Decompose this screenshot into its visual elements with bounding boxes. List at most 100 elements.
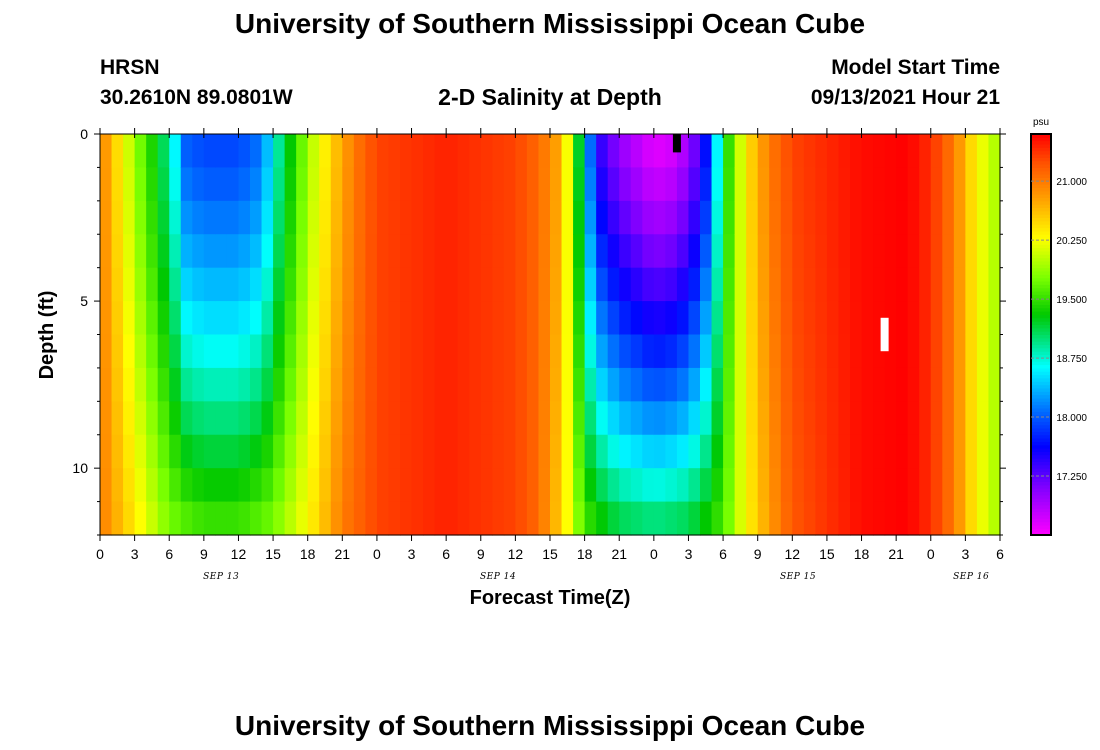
heatmap-cell: [896, 401, 909, 436]
heatmap-cell: [446, 267, 459, 302]
heatmap-cell: [273, 334, 286, 369]
heatmap-cell: [365, 501, 378, 536]
heatmap-cell: [434, 434, 447, 469]
model-start-label: Model Start Time: [831, 56, 1000, 79]
heatmap-cell: [353, 301, 366, 336]
heatmap-cell: [123, 234, 136, 269]
heatmap-cell: [400, 200, 413, 235]
heatmap-cell: [434, 401, 447, 436]
heatmap-cell: [538, 501, 551, 536]
colorbar-segment: [1031, 257, 1051, 262]
heatmap-cell: [376, 234, 390, 269]
heatmap-cell: [850, 501, 863, 536]
colorbar-segment: [1031, 374, 1051, 379]
colorbar-segment: [1031, 367, 1051, 372]
heatmap-cell: [896, 267, 909, 302]
colorbar-segment: [1031, 421, 1051, 426]
colorbar-segment: [1031, 170, 1051, 175]
heatmap-cell: [353, 200, 366, 235]
colorbar-segment: [1031, 347, 1051, 352]
heatmap-cell: [780, 468, 793, 503]
heatmap-cell: [838, 468, 851, 503]
heatmap-cell: [307, 367, 320, 402]
heatmap-cell: [780, 234, 793, 269]
heatmap-cell: [965, 134, 978, 169]
heatmap-cell: [665, 200, 678, 235]
heatmap-cell: [665, 334, 678, 369]
heatmap-cell: [930, 301, 943, 336]
heatmap-cell: [134, 267, 147, 302]
heatmap-cell: [746, 134, 759, 169]
heatmap-cell: [930, 468, 943, 503]
heatmap-cell: [469, 401, 482, 436]
heatmap-cell: [365, 267, 378, 302]
heatmap-cell: [100, 167, 113, 202]
x-axis-label: Forecast Time(Z): [470, 587, 631, 609]
colorbar-segment: [1031, 351, 1051, 356]
heatmap-cell: [896, 468, 909, 503]
heatmap-cell: [607, 267, 620, 302]
heatmap-cell: [723, 334, 736, 369]
heatmap-cell: [169, 367, 182, 402]
heatmap-cell: [884, 468, 897, 503]
heatmap-cell: [676, 468, 690, 503]
heatmap-cell: [284, 434, 297, 469]
heatmap-cell: [423, 134, 436, 169]
heatmap-cell: [319, 167, 332, 202]
heatmap-cell: [492, 367, 505, 402]
colorbar-segment: [1031, 160, 1051, 165]
heatmap-cell: [653, 468, 666, 503]
heatmap-cell: [111, 134, 124, 169]
heatmap-cell: [976, 468, 990, 503]
heatmap-cell: [503, 434, 516, 469]
colorbar-segment: [1031, 281, 1051, 285]
heatmap-cell: [400, 267, 413, 302]
heatmap-cell: [596, 167, 609, 202]
heatmap-cell: [192, 334, 205, 369]
heatmap-cell: [238, 468, 251, 503]
heatmap-cell: [838, 401, 851, 436]
heatmap-cell: [953, 267, 966, 302]
heatmap-cell: [376, 301, 390, 336]
heatmap-cell: [826, 468, 840, 503]
colorbar-segment: [1031, 184, 1051, 188]
heatmap-cell: [665, 301, 678, 336]
y-tick-label: 0: [80, 126, 88, 142]
heatmap-cell: [642, 301, 655, 336]
heatmap-cell: [930, 434, 943, 469]
heatmap-cell: [584, 134, 597, 169]
heatmap-cell: [850, 167, 863, 202]
heatmap-cell: [803, 334, 816, 369]
heatmap-cell: [723, 468, 736, 503]
colorbar-segment: [1031, 468, 1051, 473]
colorbar-segment: [1031, 287, 1051, 292]
colorbar-segment: [1031, 144, 1051, 148]
heatmap-cell: [907, 267, 920, 302]
heatmap-cell: [446, 401, 459, 436]
heatmap-cell: [503, 167, 516, 202]
heatmap-cell: [146, 134, 159, 169]
heatmap-cell: [100, 301, 113, 336]
y-axis-label: Depth (ft): [36, 291, 58, 380]
date-label: SEP 15: [780, 572, 816, 582]
heatmap-cell: [965, 267, 978, 302]
x-tick-label: 0: [373, 546, 381, 562]
heatmap-cell: [492, 167, 505, 202]
heatmap-cell: [907, 367, 920, 402]
colorbar-segment: [1031, 484, 1051, 489]
heatmap-cell: [365, 301, 378, 336]
heatmap-cell: [157, 267, 170, 302]
heatmap-cell: [492, 401, 505, 436]
heatmap-cell: [434, 367, 447, 402]
heatmap-cell: [734, 167, 747, 202]
heatmap-cell: [769, 468, 782, 503]
colorbar-segment: [1031, 494, 1051, 499]
heatmap-cell: [100, 434, 113, 469]
heatmap-cell: [780, 200, 793, 235]
heatmap-cell: [826, 501, 840, 536]
heatmap-cell: [238, 134, 251, 169]
heatmap-cell: [700, 367, 713, 402]
heatmap-cell: [330, 401, 343, 436]
heatmap-cell: [826, 334, 840, 369]
heatmap-cell: [561, 501, 574, 536]
